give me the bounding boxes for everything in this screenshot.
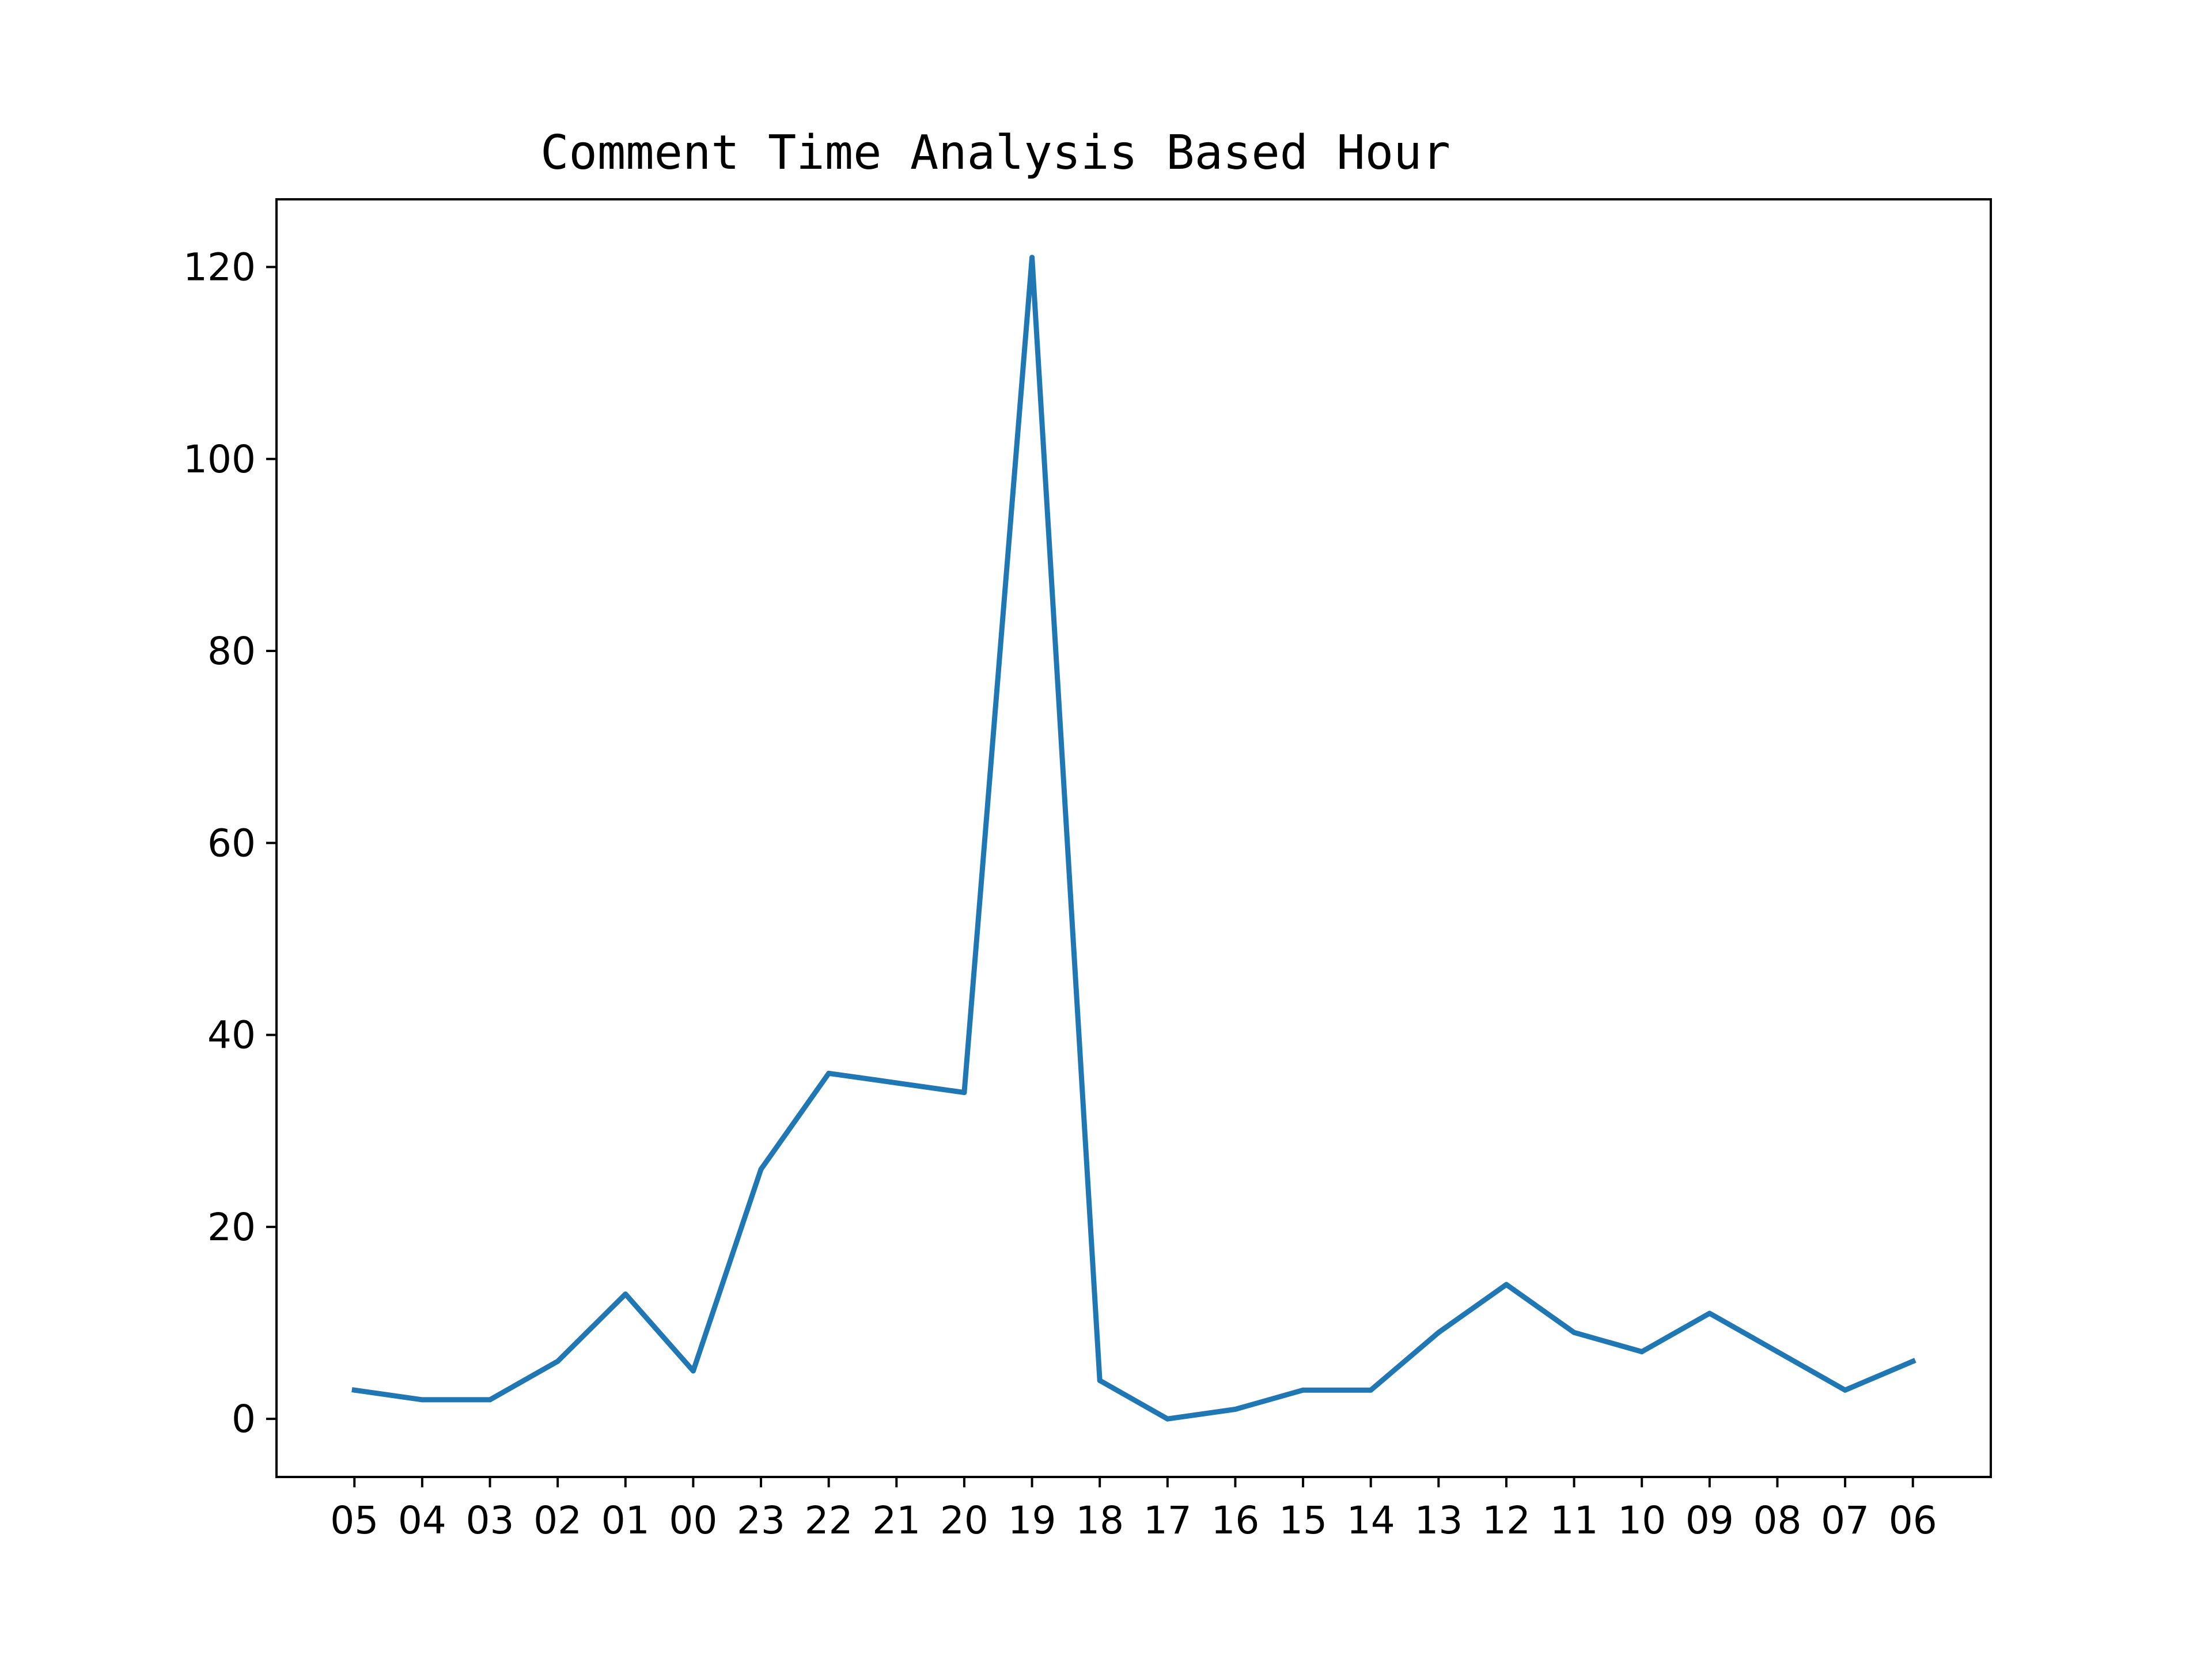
x-tick-label: 22 [805,1498,853,1543]
data-point [1165,1416,1171,1422]
data-point [758,1166,764,1172]
data-point [1571,1330,1577,1335]
x-tick-label: 01 [601,1498,650,1543]
data-point [1368,1387,1374,1393]
x-tick-label: 04 [398,1498,446,1543]
x-tick-label: 02 [533,1498,582,1543]
chart-title: Comment Time Analysis Based Hour [540,126,1450,180]
x-tick-label: 09 [1685,1498,1734,1543]
data-point [1097,1378,1103,1384]
data-point [690,1368,696,1374]
data-point [1774,1349,1780,1355]
data-point [961,1090,967,1096]
x-tick-label: 07 [1821,1498,1869,1543]
x-tick-label: 05 [330,1498,378,1543]
data-point [1435,1330,1441,1335]
data-point [1910,1358,1916,1364]
data-point [1503,1282,1509,1287]
series-line [351,255,1916,1422]
y-tick-label: 120 [183,245,256,289]
data-point [623,1291,628,1297]
x-tick-label: 20 [940,1498,988,1543]
y-tick-label: 80 [207,629,256,673]
data-point [1707,1310,1713,1316]
y-tick-label: 40 [207,1013,256,1058]
data-point [351,1387,357,1393]
x-tick-label: 17 [1143,1498,1192,1543]
data-point [1232,1407,1238,1412]
x-tick-label: 23 [737,1498,785,1543]
data-point [1300,1387,1306,1393]
x-tick-label: 12 [1482,1498,1531,1543]
x-tick-label: 00 [669,1498,717,1543]
x-axis: 05 04 03 02 01 00 23 22 21 20 19 18 17 16 15 14 13 12 11 10… [330,1477,1937,1543]
x-tick-label: 21 [872,1498,921,1543]
x-tick-label: 08 [1753,1498,1801,1543]
x-tick-label: 16 [1211,1498,1259,1543]
x-tick-label: 15 [1279,1498,1327,1543]
x-tick-label: 19 [1008,1498,1056,1543]
data-point [893,1080,899,1086]
x-tick-label: 13 [1414,1498,1463,1543]
axes-frame [275,198,1992,1478]
plot-series [351,255,1916,1422]
data-point [1029,255,1035,260]
x-tick-label: 10 [1618,1498,1666,1543]
y-tick-label: 60 [207,821,256,865]
data-point [826,1070,832,1076]
y-tick-label: 0 [232,1397,256,1441]
data-point [1842,1387,1848,1393]
data-point [419,1397,425,1403]
y-axis: 0 20 40 60 80 100 120 [183,245,276,1441]
x-tick-label: 06 [1889,1498,1937,1543]
data-point [487,1397,493,1403]
x-tick-label: 03 [466,1498,514,1543]
data-point [555,1358,560,1364]
data-point [1639,1349,1645,1355]
x-tick-label: 18 [1075,1498,1124,1543]
y-tick-label: 100 [183,437,256,482]
y-tick-label: 20 [207,1205,256,1249]
x-tick-label: 11 [1550,1498,1599,1543]
x-tick-label: 14 [1347,1498,1395,1543]
